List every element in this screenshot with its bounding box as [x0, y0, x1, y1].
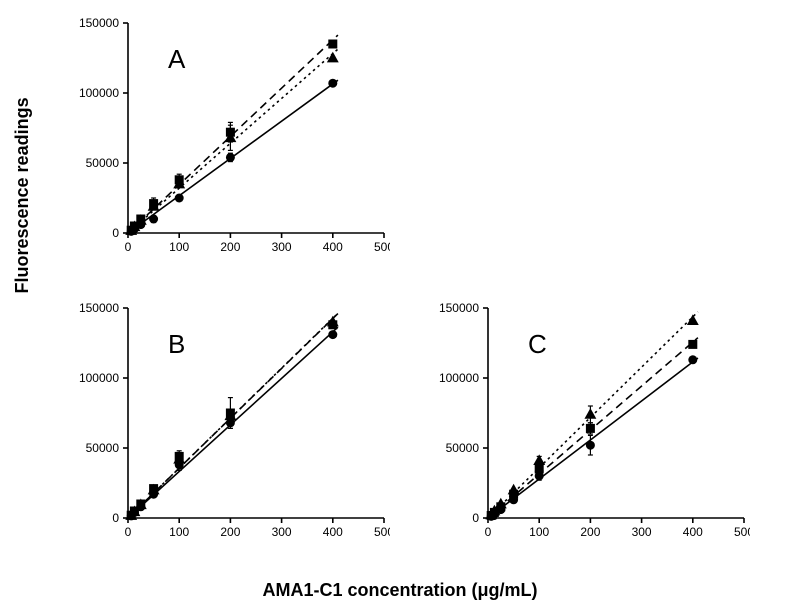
svg-text:400: 400	[323, 525, 343, 539]
svg-text:0: 0	[472, 511, 479, 525]
svg-text:50000: 50000	[446, 441, 480, 455]
svg-text:0: 0	[485, 525, 492, 539]
svg-text:100000: 100000	[79, 371, 119, 385]
svg-text:A: A	[168, 44, 186, 74]
svg-text:50000: 50000	[86, 441, 120, 455]
svg-text:500: 500	[734, 525, 750, 539]
svg-text:0: 0	[125, 525, 132, 539]
chart-panel-c: 0 100 200 300 400 500 0 50000 100000 150000 C	[430, 300, 750, 550]
svg-text:150000: 150000	[439, 301, 479, 315]
svg-text:100: 100	[169, 240, 189, 254]
svg-text:B: B	[168, 329, 185, 359]
figure-root: { "global": { "ylabel": "Fluorescence re…	[0, 0, 800, 609]
svg-text:50000: 50000	[86, 156, 120, 170]
svg-text:100: 100	[169, 525, 189, 539]
svg-text:0: 0	[125, 240, 132, 254]
svg-text:0: 0	[112, 511, 119, 525]
svg-text:100000: 100000	[79, 86, 119, 100]
svg-text:100000: 100000	[439, 371, 479, 385]
svg-text:150000: 150000	[79, 301, 119, 315]
svg-text:400: 400	[323, 240, 343, 254]
svg-text:200: 200	[580, 525, 600, 539]
svg-text:C: C	[528, 329, 547, 359]
y-axis-label: Fluorescence readings	[12, 97, 33, 293]
svg-text:300: 300	[272, 240, 292, 254]
svg-text:100: 100	[529, 525, 549, 539]
svg-text:200: 200	[220, 525, 240, 539]
svg-text:200: 200	[220, 240, 240, 254]
svg-text:300: 300	[272, 525, 292, 539]
svg-text:0: 0	[112, 226, 119, 240]
chart-panel-b: 0 100 200 300 400 500 0 50000 100000 150000 B	[70, 300, 390, 550]
svg-text:300: 300	[632, 525, 652, 539]
svg-text:150000: 150000	[79, 16, 119, 30]
svg-text:500: 500	[374, 240, 390, 254]
chart-panel-a: 0 100 200 300 400 500 0 50000 100000 150000 A	[70, 15, 390, 265]
x-axis-label: AMA1-C1 concentration (μg/mL)	[0, 580, 800, 601]
svg-text:500: 500	[374, 525, 390, 539]
svg-text:400: 400	[683, 525, 703, 539]
